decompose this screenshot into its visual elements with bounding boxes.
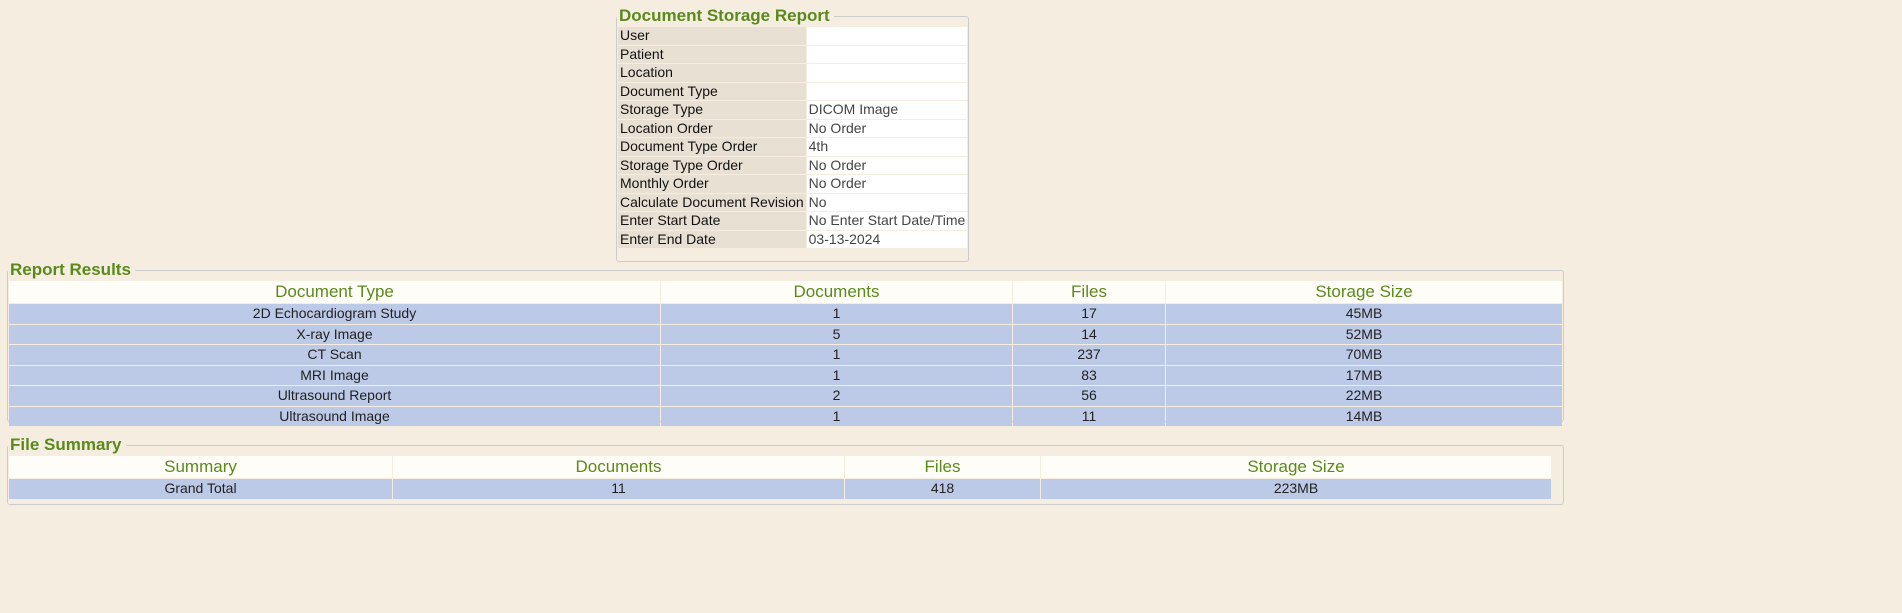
param-value: DICOM Image [806,101,968,119]
table-row: Grand Total 11 418 223MB [9,479,1551,499]
table-row: X-ray Image 5 14 52MB [9,324,1562,344]
table-row: 2D Echocardiogram Study 1 17 45MB [9,304,1562,324]
table-cell: 1 [661,365,1012,385]
param-value: No Enter Start Date/Time [806,212,968,230]
table-cell: 11 [393,479,844,499]
param-row: Calculate Document Revision No [618,193,968,211]
table-cell: 2 [661,386,1012,406]
param-label: Location [618,64,806,82]
table-cell: 56 [1013,386,1165,406]
column-header: Summary [9,456,392,478]
report-results: Report Results Document Type Documents Fil… [7,260,1564,426]
table-cell: 17MB [1166,365,1562,385]
param-label: Enter Start Date [618,212,806,230]
summary-table: Summary Documents Files Storage Size Grand T… [8,455,1552,500]
table-cell: 70MB [1166,345,1562,365]
table-cell: 1 [661,345,1012,365]
report-parameters: Document Storage Report User Patient Locat… [616,6,970,262]
param-label: Location Order [618,119,806,137]
param-label: Calculate Document Revision [618,193,806,211]
table-cell: X-ray Image [9,324,660,344]
param-row: Location Order No Order [618,119,968,137]
column-header: Documents [393,456,844,478]
param-value: No Order [806,156,968,174]
table-cell: 45MB [1166,304,1562,324]
param-value [806,64,968,82]
column-header: Documents [661,281,1012,303]
param-value: No Order [806,175,968,193]
table-cell: 11 [1013,406,1165,426]
column-header: Storage Size [1166,281,1562,303]
results-title: Report Results [10,260,131,279]
table-cell: 52MB [1166,324,1562,344]
param-label: Document Type [618,82,806,100]
param-value: No Order [806,119,968,137]
param-label: Document Type Order [618,138,806,156]
param-value: No [806,193,968,211]
table-row: CT Scan 1 237 70MB [9,345,1562,365]
param-value: 03-13-2024 [806,230,968,248]
param-label: Monthly Order [618,175,806,193]
table-cell: 1 [661,304,1012,324]
results-table: Document Type Documents Files Storage Size 2… [8,280,1563,427]
table-cell: 237 [1013,345,1165,365]
file-summary: File Summary Summary Documents Files Storag… [7,435,1564,505]
table-cell: CT Scan [9,345,660,365]
param-row: Storage Type DICOM Image [618,101,968,119]
table-row: Ultrasound Report 2 56 22MB [9,386,1562,406]
param-label: Storage Type Order [618,156,806,174]
param-row: Document Type [618,82,968,100]
table-row: Ultrasound Image 1 11 14MB [9,406,1562,426]
table-cell: 17 [1013,304,1165,324]
param-value: 4th [806,138,968,156]
param-row: Document Type Order 4th [618,138,968,156]
param-row: Patient [618,45,968,63]
summary-title: File Summary [10,435,122,454]
table-cell: Ultrasound Image [9,406,660,426]
table-cell: 22MB [1166,386,1562,406]
param-row: Monthly Order No Order [618,175,968,193]
param-row: Enter End Date 03-13-2024 [618,230,968,248]
table-cell: 14MB [1166,406,1562,426]
table-cell: MRI Image [9,365,660,385]
param-value [806,82,968,100]
table-cell: 83 [1013,365,1165,385]
table-cell: 14 [1013,324,1165,344]
param-label: Patient [618,45,806,63]
param-label: User [618,27,806,45]
table-cell: Ultrasound Report [9,386,660,406]
report-title: Document Storage Report [619,6,830,25]
table-cell: 2D Echocardiogram Study [9,304,660,324]
table-cell: 1 [661,406,1012,426]
column-header: Files [1013,281,1165,303]
param-row: Enter Start Date No Enter Start Date/Time [618,212,968,230]
column-header: Document Type [9,281,660,303]
param-row: Location [618,64,968,82]
table-row: MRI Image 1 83 17MB [9,365,1562,385]
table-cell: Grand Total [9,479,392,499]
param-value [806,27,968,45]
param-row: Storage Type Order No Order [618,156,968,174]
param-value [806,45,968,63]
column-header: Files [845,456,1040,478]
param-label: Enter End Date [618,230,806,248]
table-cell: 5 [661,324,1012,344]
column-header: Storage Size [1041,456,1551,478]
table-cell: 418 [845,479,1040,499]
table-cell: 223MB [1041,479,1551,499]
param-row: User [618,27,968,45]
param-label: Storage Type [618,101,806,119]
